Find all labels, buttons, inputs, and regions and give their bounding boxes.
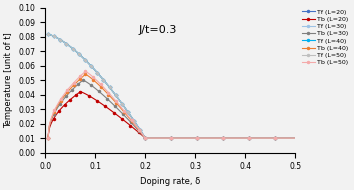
X-axis label: Doping rate, δ: Doping rate, δ [140, 177, 200, 186]
Legend: Tf (L=20), Tb (L=20), Tf (L=30), Tb (L=30), Tf (L=40), Tb (L=40), Tf (L=50), Tb : Tf (L=20), Tb (L=20), Tf (L=30), Tb (L=3… [301, 8, 350, 66]
Text: J/t=0.3: J/t=0.3 [139, 25, 177, 35]
Y-axis label: Temperature [unit of t]: Temperature [unit of t] [4, 32, 13, 128]
